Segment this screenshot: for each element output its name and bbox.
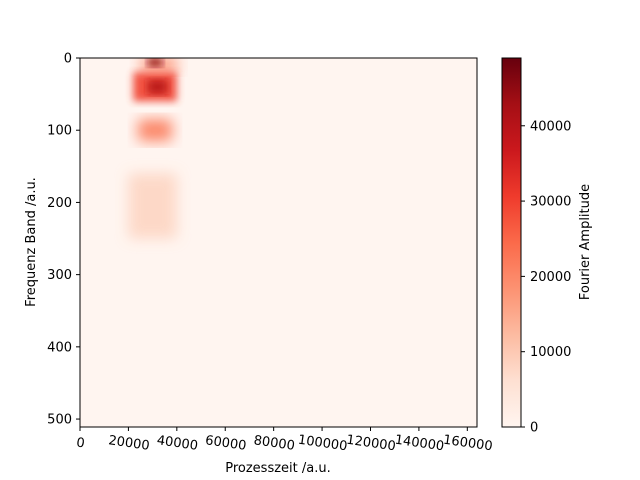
x-tick-label: 0 <box>75 436 85 452</box>
y-tick-label: 0 <box>64 52 72 67</box>
colorbar-ticks: 0 10000 20000 30000 40000 <box>521 119 571 436</box>
heatmap-hotspot <box>147 58 163 67</box>
y-tick-label: 500 <box>47 413 72 428</box>
heatmap-hotspot <box>128 173 177 239</box>
colorbar-tick-label: 0 <box>530 421 538 436</box>
x-tick-label: 60000 <box>204 433 247 454</box>
x-tick-label: 80000 <box>253 433 296 454</box>
y-axis: 0 100 200 300 400 500 <box>47 52 80 428</box>
x-axis: 0 20000 40000 60000 80000 1000001200001400001… <box>75 427 493 454</box>
heatmap-background <box>80 58 477 427</box>
x-tick-label: 40000 <box>156 433 199 454</box>
x-tick-label: 120000 <box>345 433 396 455</box>
x-axis-label: Prozesszeit /a.u. <box>225 461 331 476</box>
heatmap-hotspot <box>147 79 168 95</box>
colorbar: 0 10000 20000 30000 40000 Fourier Amplitude <box>501 57 593 436</box>
y-tick-label: 400 <box>47 340 72 355</box>
colorbar-tick-label: 30000 <box>530 195 571 210</box>
y-axis-label: Frequenz Band /a.u. <box>24 177 39 307</box>
x-tick-label: 100000 <box>297 433 348 455</box>
y-tick-label: 200 <box>47 196 72 211</box>
colorbar-gradient <box>501 57 522 428</box>
colorbar-tick-label: 40000 <box>530 119 571 134</box>
y-tick-label: 100 <box>47 124 72 139</box>
heatmap-cells <box>128 58 177 239</box>
x-tick-label: 140000 <box>394 433 445 455</box>
x-tick-label: 20000 <box>107 433 150 454</box>
colorbar-tick-label: 10000 <box>530 345 571 360</box>
plot-area <box>79 57 478 428</box>
heatmap-hotspot <box>138 119 172 142</box>
y-tick-label: 300 <box>47 268 72 283</box>
plot-frame <box>79 57 478 428</box>
x-tick-label: 160000 <box>442 433 493 455</box>
colorbar-label: Fourier Amplitude <box>578 184 593 300</box>
colorbar-tick-label: 20000 <box>530 270 571 285</box>
